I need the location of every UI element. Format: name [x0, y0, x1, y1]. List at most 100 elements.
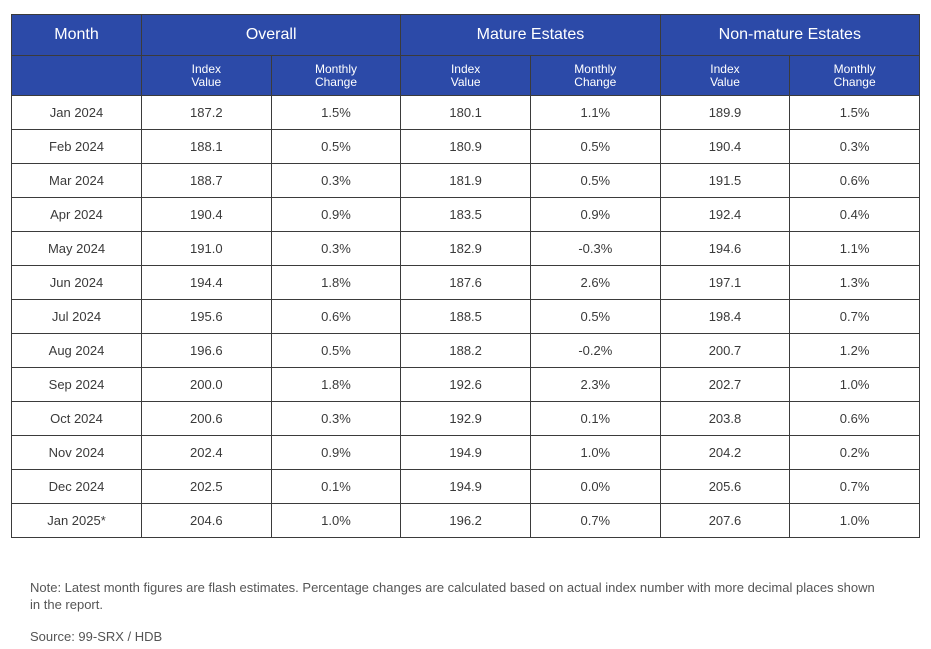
sub-header-empty [11, 55, 142, 96]
cell-mature-index: 196.2 [400, 503, 531, 538]
cell-non-mature-index: 200.7 [659, 333, 791, 368]
cell-non-mature-index: 204.2 [659, 435, 791, 470]
cell-non-mature-index: 198.4 [659, 299, 791, 334]
cell-overall-change: 1.0% [270, 503, 402, 538]
sub-header-line: Index [710, 61, 740, 76]
cell-overall-index: 188.1 [141, 129, 272, 164]
cell-non-mature-change: 1.1% [789, 231, 920, 266]
cell-overall-change: 1.8% [270, 367, 402, 402]
cell-overall-change: 0.1% [270, 469, 402, 504]
cell-mature-change: 0.5% [529, 299, 661, 334]
sub-header-line: Index [450, 61, 481, 76]
sub-header-line: Monthly [574, 61, 617, 76]
cell-month: May 2024 [11, 231, 142, 266]
cell-mature-change: -0.2% [529, 333, 661, 368]
cell-month: Jun 2024 [11, 265, 142, 300]
cell-non-mature-index: 191.5 [659, 163, 791, 198]
cell-overall-change: 0.3% [270, 163, 402, 198]
cell-mature-index: 188.5 [400, 299, 531, 334]
cell-mature-change: 0.1% [529, 401, 661, 436]
cell-overall-index: 194.4 [141, 265, 272, 300]
cell-overall-change: 1.5% [270, 95, 402, 130]
header-non-mature-estates: Non-mature Estates [659, 14, 920, 56]
cell-mature-index: 192.9 [400, 401, 531, 436]
cell-overall-index: 202.4 [141, 435, 272, 470]
cell-overall-index: 190.4 [141, 197, 272, 232]
table-row: Dec 2024 202.5 0.1% 194.9 0.0% 205.6 0.7% [11, 469, 920, 504]
cell-month: Nov 2024 [11, 435, 142, 470]
cell-month: Jan 2024 [11, 95, 142, 130]
cell-overall-index: 195.6 [141, 299, 272, 334]
table-row: Sep 2024 200.0 1.8% 192.6 2.3% 202.7 1.0% [11, 367, 920, 402]
cell-overall-change: 0.5% [270, 129, 402, 164]
cell-non-mature-index: 203.8 [659, 401, 791, 436]
cell-non-mature-index: 194.6 [659, 231, 791, 266]
cell-mature-change: 2.3% [529, 367, 661, 402]
cell-mature-change: 0.0% [529, 469, 661, 504]
cell-overall-index: 204.6 [141, 503, 272, 538]
cell-mature-change: 0.5% [529, 129, 661, 164]
sub-header-overall-index: Index Value [141, 55, 272, 96]
cell-overall-change: 0.3% [270, 231, 402, 266]
cell-overall-change: 0.9% [270, 435, 402, 470]
cell-mature-index: 192.6 [400, 367, 531, 402]
cell-mature-change: 0.9% [529, 197, 661, 232]
index-table-container: Month Overall Mature Estates Non-mature … [11, 14, 920, 538]
cell-non-mature-change: 1.0% [789, 367, 920, 402]
sub-header-line: Change [574, 74, 617, 89]
cell-non-mature-change: 0.2% [789, 435, 920, 470]
sub-header-non-mature-change: Monthly Change [789, 55, 920, 96]
cell-non-mature-index: 205.6 [659, 469, 791, 504]
table-row: Jan 2025* 204.6 1.0% 196.2 0.7% 207.6 1.0% [11, 503, 920, 538]
cell-mature-index: 187.6 [400, 265, 531, 300]
table-header: Month Overall Mature Estates Non-mature … [11, 14, 920, 96]
cell-mature-change: 1.0% [529, 435, 661, 470]
cell-non-mature-change: 0.6% [789, 401, 920, 436]
sub-header-line: Value [191, 74, 222, 89]
cell-non-mature-change: 1.5% [789, 95, 920, 130]
table-row: Jul 2024 195.6 0.6% 188.5 0.5% 198.4 0.7% [11, 299, 920, 334]
table-row: Apr 2024 190.4 0.9% 183.5 0.9% 192.4 0.4% [11, 197, 920, 232]
cell-month: Aug 2024 [11, 333, 142, 368]
cell-month: Jul 2024 [11, 299, 142, 334]
footnote: Note: Latest month figures are flash est… [30, 580, 875, 612]
cell-month: Sep 2024 [11, 367, 142, 402]
sub-header-line: Index [191, 61, 221, 76]
price-index-table: Month Overall Mature Estates Non-mature … [11, 14, 920, 538]
cell-overall-index: 187.2 [141, 95, 272, 130]
sub-header-row: Index Value Monthly Change Index Value M… [11, 55, 920, 96]
table-row: Jan 2024 187.2 1.5% 180.1 1.1% 189.9 1.5% [11, 95, 920, 130]
cell-overall-index: 200.6 [141, 401, 272, 436]
sub-header-overall-change: Monthly Change [270, 55, 402, 96]
cell-non-mature-index: 197.1 [659, 265, 791, 300]
cell-mature-change: 1.1% [529, 95, 661, 130]
cell-mature-change: -0.3% [529, 231, 661, 266]
cell-mature-change: 0.5% [529, 163, 661, 198]
cell-overall-index: 202.5 [141, 469, 272, 504]
header-month: Month [11, 14, 142, 56]
sub-header-line: Value [710, 74, 740, 89]
cell-overall-change: 0.6% [270, 299, 402, 334]
cell-mature-index: 181.9 [400, 163, 531, 198]
cell-overall-index: 188.7 [141, 163, 272, 198]
cell-mature-index: 183.5 [400, 197, 531, 232]
table-row: Feb 2024 188.1 0.5% 180.9 0.5% 190.4 0.3% [11, 129, 920, 164]
cell-non-mature-index: 202.7 [659, 367, 791, 402]
table-row: May 2024 191.0 0.3% 182.9 -0.3% 194.6 1.1% [11, 231, 920, 266]
cell-mature-index: 180.1 [400, 95, 531, 130]
cell-mature-change: 2.6% [529, 265, 661, 300]
table-row: Mar 2024 188.7 0.3% 181.9 0.5% 191.5 0.6% [11, 163, 920, 198]
cell-non-mature-index: 192.4 [659, 197, 791, 232]
cell-non-mature-change: 0.7% [789, 299, 920, 334]
cell-overall-index: 196.6 [141, 333, 272, 368]
table-row: Nov 2024 202.4 0.9% 194.9 1.0% 204.2 0.2% [11, 435, 920, 470]
cell-mature-index: 182.9 [400, 231, 531, 266]
table-body: Jan 2024 187.2 1.5% 180.1 1.1% 189.9 1.5% Feb 2… [11, 95, 920, 538]
cell-non-mature-index: 207.6 [659, 503, 791, 538]
sub-header-line: Value [450, 74, 481, 89]
cell-mature-index: 180.9 [400, 129, 531, 164]
cell-overall-change: 0.3% [270, 401, 402, 436]
sub-header-mature-change: Monthly Change [529, 55, 661, 96]
header-mature-estates: Mature Estates [400, 14, 661, 56]
cell-mature-change: 0.7% [529, 503, 661, 538]
